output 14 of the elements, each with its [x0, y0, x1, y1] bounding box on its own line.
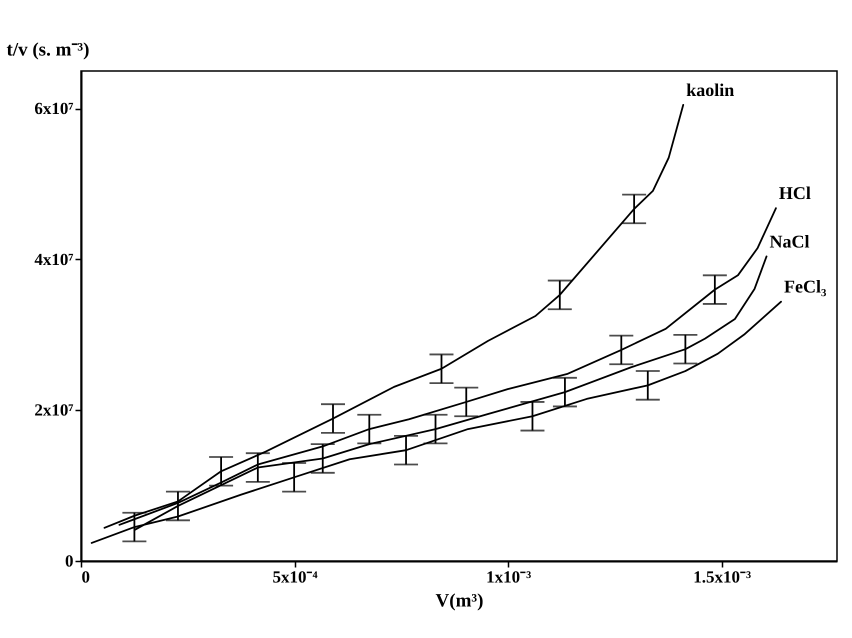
series-label: NaCl	[770, 231, 810, 252]
y-axis-title: t/v (s. m⁻³)	[6, 40, 90, 60]
series-label: kaolin	[686, 80, 734, 100]
y-tick-label: 6x10⁷	[34, 99, 74, 118]
y-tick-label: 4x10⁷	[34, 250, 74, 269]
y-tick-label: 2x10⁷	[34, 400, 74, 420]
x-axis-title: V(m³)	[436, 590, 484, 612]
x-tick-label: 1x10⁻³	[486, 568, 532, 586]
series-label: FeCl₃	[784, 276, 828, 297]
x-tick-label: 0	[82, 568, 90, 586]
x-tick-label: 5x10⁻⁴	[272, 568, 318, 586]
y-tick-label: 0	[65, 552, 74, 570]
x-tick-label: 1.5x10⁻³	[693, 568, 752, 586]
series-label: HCl	[778, 183, 811, 204]
